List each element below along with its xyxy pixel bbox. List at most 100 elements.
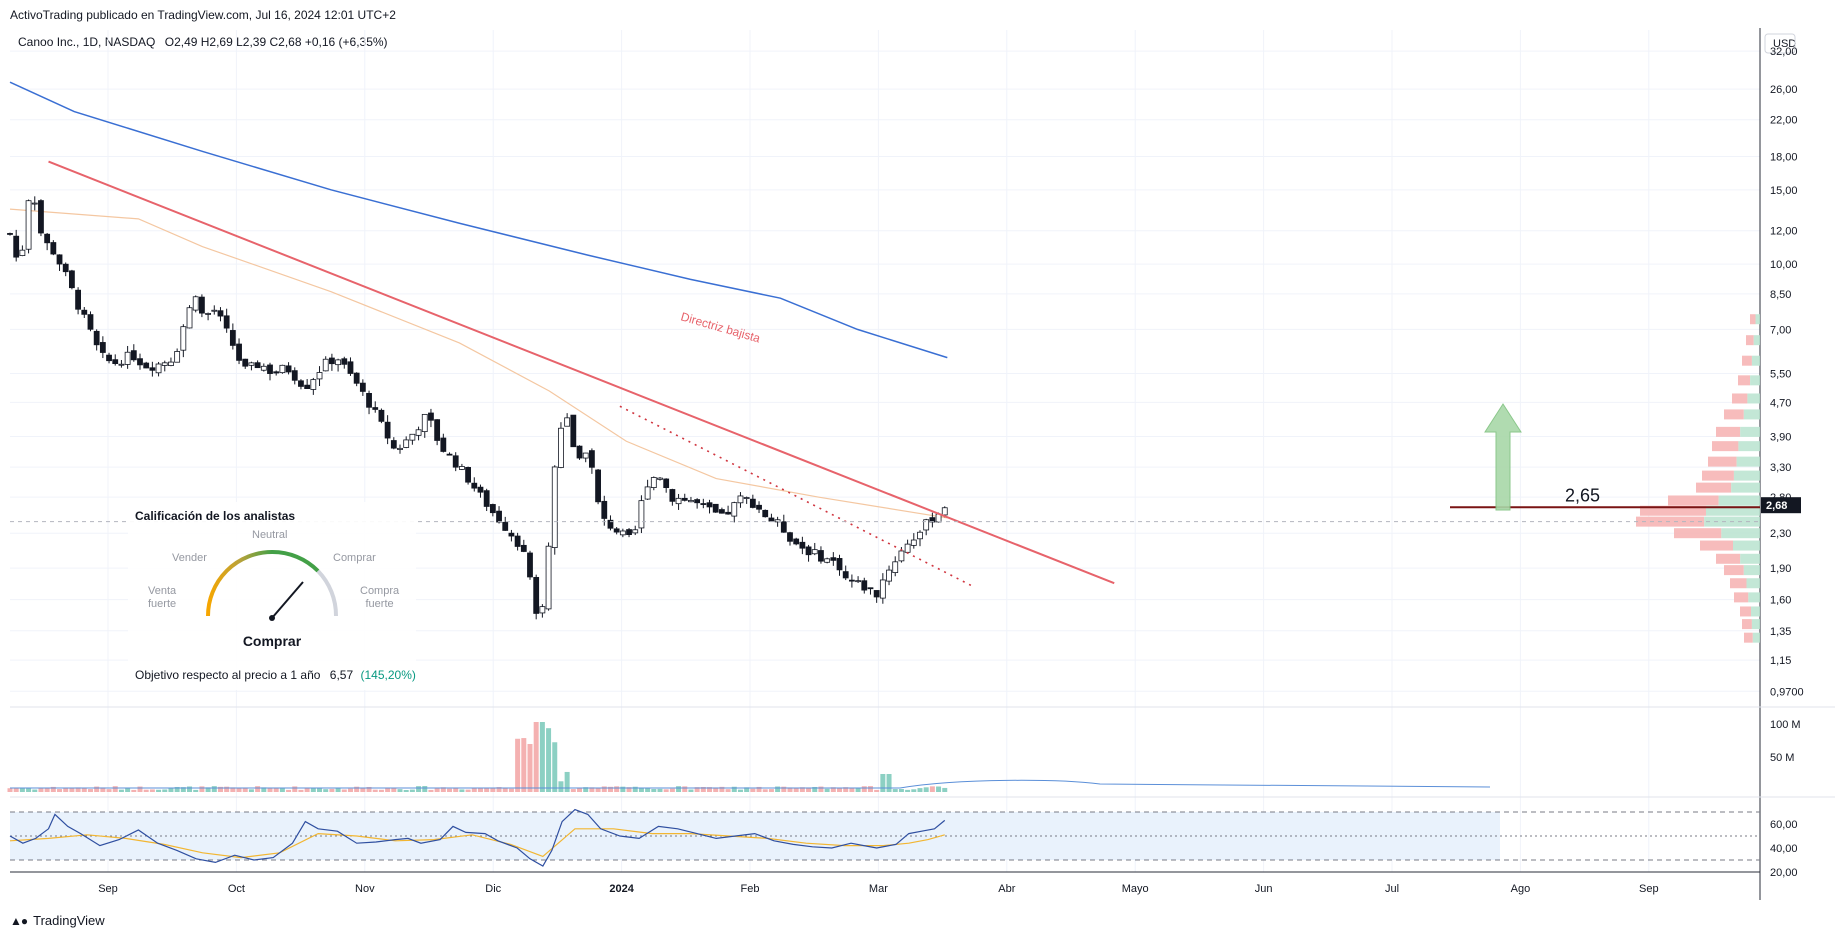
profile-bar-sell: [1702, 470, 1734, 481]
target-label: Objetivo respecto al precio a 1 año: [135, 668, 321, 682]
time-tick-label: Abr: [998, 883, 1015, 895]
candle-body: [601, 500, 608, 519]
volume-bar: [700, 786, 706, 792]
candle-body: [137, 358, 143, 366]
volume-bar: [508, 788, 514, 792]
candle-body: [725, 511, 731, 515]
volume-bar: [112, 786, 118, 792]
candle-body: [81, 309, 88, 315]
candle-body: [372, 407, 379, 410]
symbol-name[interactable]: Canoo Inc., 1D, NASDAQ: [18, 35, 156, 49]
volume-bar: [614, 786, 620, 792]
volume-bar: [187, 786, 193, 792]
candle-body: [310, 379, 317, 390]
volume-bar: [199, 786, 205, 792]
candle-body: [248, 362, 255, 366]
volume-bar: [663, 789, 669, 792]
volume-bar: [781, 786, 787, 792]
candle-body: [731, 502, 738, 517]
tradingview-logo-icon[interactable]: ▲●: [10, 913, 28, 928]
candle-body: [13, 235, 20, 258]
volume-bar: [843, 787, 849, 792]
profile-bar-sell: [1674, 528, 1722, 539]
time-tick-label: Sep: [98, 883, 118, 895]
volume-bar: [694, 787, 700, 792]
volume-bar: [527, 744, 533, 792]
volume-bar: [261, 787, 267, 792]
volume-bar: [230, 787, 236, 792]
candle-body: [316, 372, 323, 380]
price-tick-label: 1,60: [1770, 595, 1791, 607]
gauge-arc-left: [206, 550, 273, 617]
candle-body: [787, 532, 793, 542]
volume-bar: [298, 789, 304, 792]
profile-bar-buy: [1753, 335, 1760, 346]
candle-body: [582, 452, 589, 459]
candle-body: [700, 503, 707, 505]
volume-bar: [75, 787, 81, 792]
price-tick-label: 5,50: [1770, 369, 1791, 381]
candle-body: [613, 528, 620, 533]
volume-bar: [837, 788, 843, 792]
profile-bar-buy: [1736, 456, 1760, 467]
profile-bar-buy: [1751, 619, 1760, 630]
profile-bar-sell: [1712, 441, 1739, 452]
candle-body: [161, 362, 168, 366]
candle-body: [446, 453, 453, 456]
candle-body: [199, 296, 205, 314]
brand-name[interactable]: TradingView: [33, 913, 105, 928]
candle-body: [329, 357, 335, 365]
volume-bar: [799, 787, 805, 792]
volume-bar: [465, 789, 471, 792]
candle-body: [595, 469, 601, 503]
volume-bar: [539, 722, 545, 792]
profile-bar-buy: [1731, 482, 1760, 493]
volume-bar: [756, 786, 762, 792]
candle-body: [378, 409, 385, 422]
candle-body: [366, 392, 372, 408]
volume-bar: [496, 787, 502, 792]
candle-body: [749, 498, 756, 508]
candle-body: [768, 517, 775, 522]
candle-body: [650, 477, 657, 488]
analyst-rating-widget[interactable]: Calificación de los analistas Vender Neu…: [128, 502, 416, 690]
profile-bar-buy: [1706, 505, 1760, 516]
candle-body: [861, 580, 868, 591]
volume-bar: [911, 789, 917, 792]
footer: ▲● TradingView: [10, 913, 105, 928]
price-tick-label: 12,00: [1770, 226, 1798, 238]
volume-bar: [125, 788, 131, 792]
candle-body: [359, 382, 366, 392]
candle-body: [663, 478, 670, 489]
volume-bar: [50, 786, 56, 792]
candle-body: [694, 499, 701, 504]
rsi-tick-label: 60,00: [1770, 819, 1798, 831]
volume-bar: [168, 788, 174, 792]
volume-bar: [651, 788, 657, 792]
volume-pane: [7, 722, 1491, 792]
candle-body: [638, 500, 645, 529]
candle-body: [855, 580, 861, 583]
price-tick-label: 18,00: [1770, 151, 1798, 163]
volume-bar: [583, 787, 589, 792]
candle-body: [434, 419, 441, 441]
candle-body: [508, 532, 515, 537]
profile-bar-sell: [1742, 619, 1752, 630]
rating-verdict: Comprar: [242, 633, 302, 649]
candle-body: [155, 363, 162, 374]
candle-body: [607, 519, 614, 529]
volume-bar: [577, 788, 583, 792]
rating-gauge: [206, 549, 339, 621]
volume-bar: [886, 774, 892, 792]
volume-bar: [397, 789, 403, 792]
candle-body: [904, 543, 911, 553]
candle-body: [471, 482, 478, 489]
profile-bar-sell: [1750, 314, 1756, 325]
time-tick-label: Feb: [741, 883, 760, 895]
volume-bar: [255, 786, 261, 792]
candle-body: [217, 310, 224, 317]
candle-body: [520, 544, 527, 552]
volume-bar: [849, 788, 855, 792]
